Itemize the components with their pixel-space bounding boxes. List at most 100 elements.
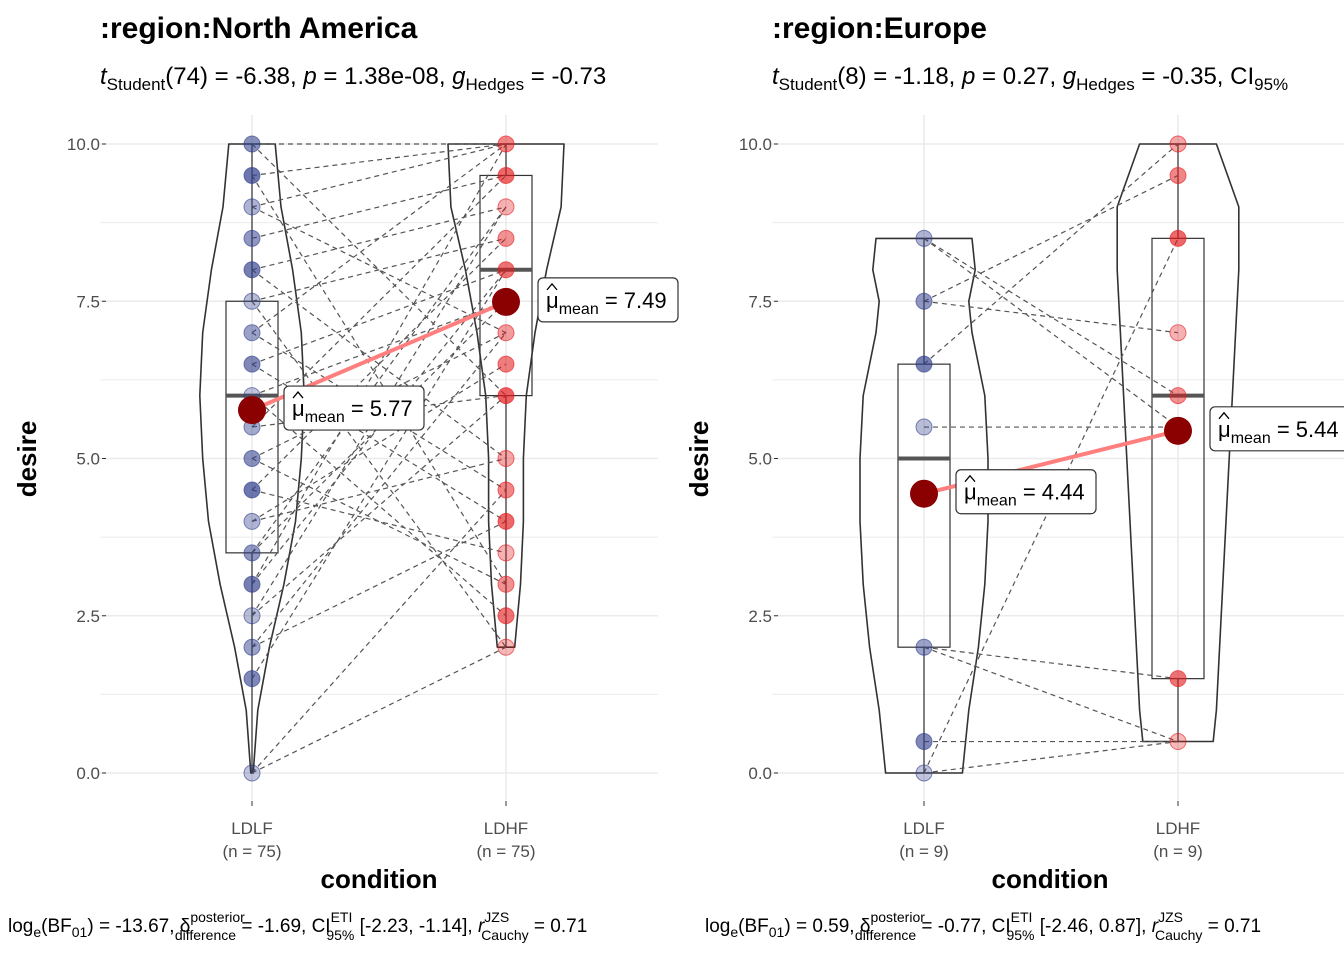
panel-title: :region:North America: [100, 12, 418, 45]
paired-link: [251, 174, 507, 239]
y-tick-label: 10.0: [739, 135, 772, 154]
paired-link: [251, 143, 507, 334]
paired-link: [923, 740, 1179, 774]
panel-europe: 0.0 2.5 5.0 7.5 10.0 desire μmean = 4.44 μmean …: [684, 12, 1344, 943]
paired-link: [251, 300, 507, 397]
paired-link: [251, 269, 507, 679]
y-tick-label: 10.0: [67, 135, 100, 154]
paired-link: [251, 489, 507, 774]
data-point-ldlf: [243, 544, 261, 562]
data-point-ldlf: [243, 607, 261, 625]
hat-symbol: [546, 282, 558, 291]
paired-link: [923, 646, 1179, 680]
paired-link: [923, 174, 1179, 302]
y-tick-label: 0.0: [748, 764, 772, 783]
paired-link: [251, 489, 507, 554]
data-point-ldhf: [1169, 324, 1187, 342]
y-tick-label: 2.5: [748, 607, 772, 626]
data-point-ldhf: [497, 544, 515, 562]
data-point-ldlf: [243, 198, 261, 216]
data-point-ldlf: [915, 733, 933, 751]
mean-label-box: [537, 277, 679, 323]
data-point-ldlf: [915, 229, 933, 247]
data-point-ldlf: [243, 481, 261, 499]
data-point-ldlf: [915, 292, 933, 310]
paired-link: [251, 300, 507, 648]
paired-links: [923, 143, 1179, 774]
panel-title: :region:Europe: [772, 12, 987, 45]
paired-link: [251, 269, 507, 365]
data-point-ldlf: [243, 261, 261, 279]
data-point-ldlf: [243, 324, 261, 342]
mean-label: μmean = 4.44: [955, 469, 1097, 515]
mean-label: μmean = 5.44: [1209, 406, 1344, 452]
data-point-ldlf: [243, 292, 261, 310]
paired-link: [251, 332, 507, 648]
x-tick-label: LDLF: [903, 819, 945, 838]
x-tick-n-label: (n = 9): [899, 842, 949, 861]
mean-point: [910, 479, 938, 508]
paired-link: [251, 143, 507, 585]
x-tick-label: LDHF: [1156, 819, 1200, 838]
paired-link: [251, 143, 507, 177]
data-point-ldlf: [243, 135, 261, 153]
y-tick-label: 5.0: [76, 450, 100, 469]
paired-link: [923, 300, 1179, 334]
data-point-ldhf: [497, 481, 515, 499]
data-point-ldhf: [1169, 229, 1187, 247]
mean-label: μmean = 5.77: [283, 385, 425, 431]
mean-label-text: μmean = 5.77: [292, 396, 413, 426]
data-point-ldhf: [1169, 387, 1187, 405]
hat-symbol: [1218, 411, 1230, 420]
x-tick-n-label: (n = 75): [476, 842, 535, 861]
x-axis-label: condition: [321, 864, 438, 894]
paired-link: [251, 206, 507, 334]
x-tick-label: LDLF: [231, 819, 273, 838]
paired-link: [923, 646, 1179, 743]
paired-link: [251, 332, 507, 491]
paired-link: [923, 143, 1179, 365]
data-point-ldhf: [1169, 733, 1187, 751]
data-point-ldhf: [497, 135, 515, 153]
mean-point: [492, 287, 520, 316]
data-point-ldlf: [243, 166, 261, 184]
data-point-ldhf: [497, 638, 515, 656]
data-point-ldlf: [915, 764, 933, 782]
data-point-ldlf: [915, 638, 933, 656]
data-point-ldlf: [243, 670, 261, 688]
x-axis-label: condition: [992, 864, 1109, 894]
paired-link: [251, 143, 507, 208]
data-point-ldlf: [243, 575, 261, 593]
mean-label-text: μmean = 5.44: [1218, 417, 1339, 447]
paired-link: [251, 395, 507, 617]
data-point-ldlf: [243, 355, 261, 373]
paired-link: [251, 206, 507, 271]
data-point-ldhf: [1169, 166, 1187, 184]
data-point-ldlf: [915, 355, 933, 373]
y-tick-label: 5.0: [748, 450, 772, 469]
mean-label-box: [955, 469, 1097, 515]
panel-north-america: 0.0 2.5 5.0 7.5 10.0 desire μmean = 5.77 μmean …: [8, 12, 679, 943]
mean-label: μmean = 7.49: [537, 277, 679, 323]
mean-label-box: [283, 385, 425, 431]
panel-caption: loge(BF01) = 0.59, δposterior difference …: [705, 909, 1261, 943]
x-tick-label: LDHF: [484, 819, 528, 838]
x-tick-n-label: (n = 75): [222, 842, 281, 861]
mean-label-box: [1209, 406, 1344, 452]
data-point-ldlf: [243, 512, 261, 530]
data-point-ldhf: [497, 512, 515, 530]
y-tick-label: 7.5: [748, 292, 772, 311]
paired-link: [251, 395, 507, 617]
y-axis-label: desire: [684, 421, 714, 498]
data-point-ldhf: [497, 575, 515, 593]
grid: [772, 115, 1344, 800]
paired-link: [251, 300, 507, 554]
data-point-ldhf: [1169, 135, 1187, 153]
x-tick-n-label: (n = 9): [1153, 842, 1203, 861]
data-point-ldlf: [243, 638, 261, 656]
data-point-ldhf: [497, 450, 515, 467]
violin-ldlf: [859, 237, 989, 774]
data-point-ldhf: [497, 229, 515, 247]
paired-link: [923, 237, 1179, 397]
